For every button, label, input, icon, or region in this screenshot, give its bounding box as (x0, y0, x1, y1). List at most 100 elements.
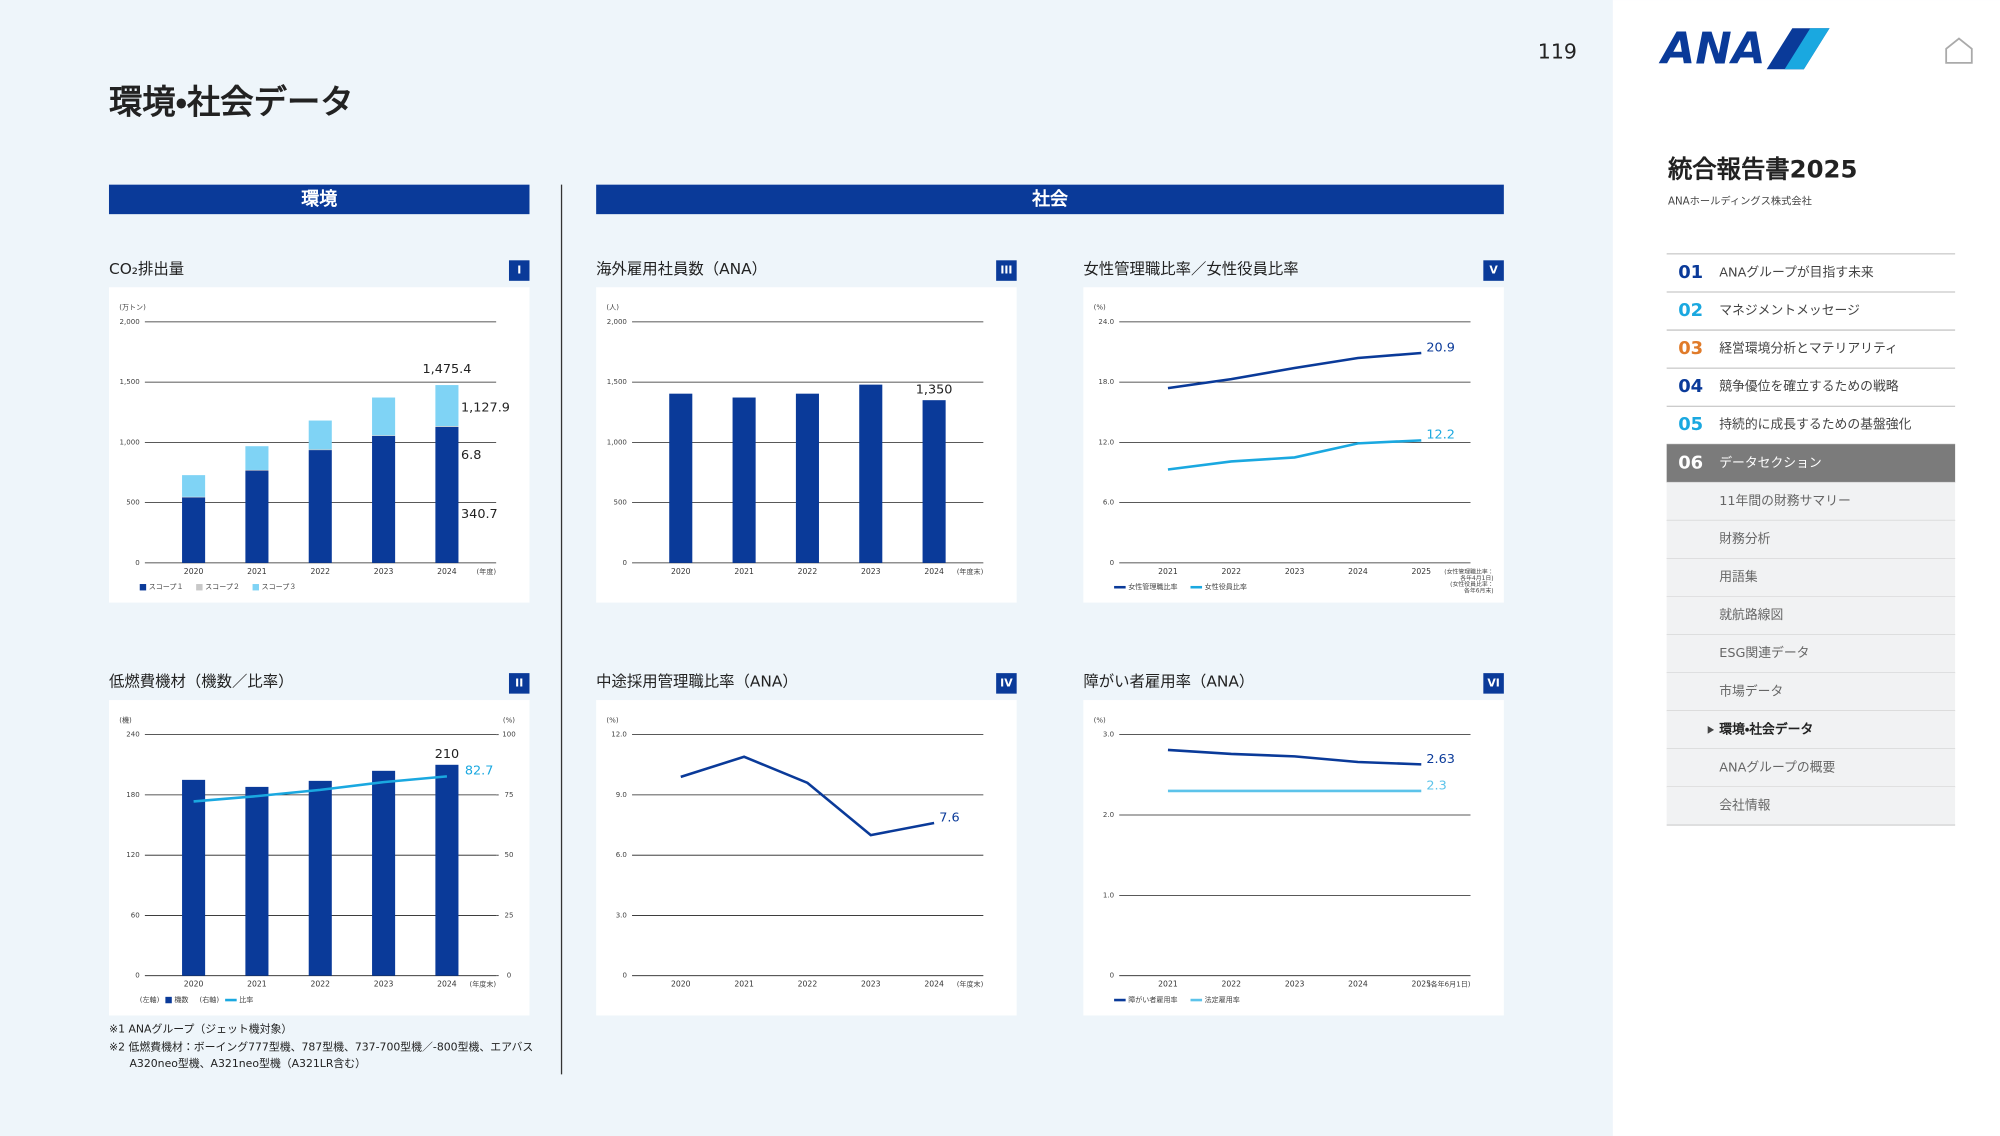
company-name: ANAホールディングス株式会社 (1668, 194, 1812, 207)
home-icon[interactable] (1945, 37, 1973, 64)
x-tick-label: 2021 (1158, 567, 1178, 576)
x-tick-label: 2025 (1411, 980, 1431, 989)
value-label: 7.6 (939, 810, 959, 825)
chart-title: 海外雇用社員数（ANA） (596, 260, 767, 278)
menu-label[interactable]: ANAグループが目指す未来 (1719, 265, 1874, 280)
legend-label: 機数 (174, 995, 188, 1004)
menu-number[interactable]: 04 (1678, 376, 1703, 397)
value-label: 12.2 (1426, 428, 1455, 443)
y-tick-label: 2,000 (607, 317, 628, 326)
submenu-label[interactable]: 用語集 (1719, 570, 1758, 585)
bar (245, 469, 269, 471)
chart-panel (1083, 700, 1504, 1016)
y-tick-label: 60 (131, 910, 140, 919)
chart-title: 女性管理職比率／女性役員比率 (1083, 260, 1298, 278)
bar (372, 435, 396, 436)
menu-number[interactable]: 05 (1678, 414, 1703, 435)
value-label: 1,350 (916, 382, 953, 397)
y-tick-label: 1.0 (1103, 890, 1115, 899)
menu-number[interactable]: 01 (1678, 262, 1703, 283)
y2-tick-label: 100 (502, 730, 516, 739)
x-tick-label: 2022 (310, 567, 330, 576)
bar (435, 385, 459, 427)
bar (182, 497, 206, 563)
submenu-label[interactable]: 11年間の財務サマリー (1719, 494, 1851, 509)
y-tick-label: 2,000 (120, 317, 141, 326)
y-tick-label: 24.0 (1098, 317, 1114, 326)
y-tick-label: 12.0 (611, 730, 627, 739)
y-tick-label: 180 (126, 790, 140, 799)
x-tick-label: 2023 (861, 567, 881, 576)
report-title: 統合報告書2025 (1667, 155, 1857, 184)
y-tick-label: 0 (622, 558, 627, 567)
footnote: ※1 ANAグループ（ジェット機対象） (109, 1022, 292, 1036)
section-bar (596, 184, 1504, 215)
y2-unit: (%) (503, 716, 515, 725)
submenu-label[interactable]: 会社情報 (1719, 799, 1770, 814)
x-tick-label: 2021 (734, 980, 754, 989)
value-label: 2.3 (1426, 778, 1446, 793)
x-tick-label: 2023 (1285, 980, 1305, 989)
value-label: 20.9 (1426, 340, 1455, 355)
x-unit: (女性役員比率： (1450, 580, 1493, 588)
submenu-label[interactable]: ESG関連データ (1719, 645, 1809, 661)
x-tick-label: 2025 (1411, 567, 1431, 576)
submenu-label[interactable]: 市場データ (1719, 683, 1783, 699)
x-tick-label: 2023 (374, 980, 394, 989)
y-tick-label: 0 (1110, 558, 1115, 567)
legend-label: 比率 (239, 995, 253, 1004)
y-tick-label: 18.0 (1098, 377, 1114, 386)
x-unit: (各年6月1日) (1428, 980, 1471, 989)
x-unit: (女性管理職比率： (1444, 567, 1493, 575)
submenu-label[interactable]: ANAグループの概要 (1719, 760, 1835, 775)
menu-label[interactable]: 競争優位を確立するための戦略 (1719, 379, 1899, 395)
menu-label[interactable]: データセクション (1719, 455, 1822, 471)
y2-tick-label: 50 (504, 850, 513, 859)
x-unit: (年度末) (957, 980, 984, 989)
x-tick-label: 2022 (798, 567, 818, 576)
bar (182, 779, 206, 976)
y-unit: (%) (606, 716, 618, 725)
bar (372, 435, 396, 563)
x-tick-label: 2024 (437, 980, 457, 989)
chart-title: 障がい者雇用率（ANA） (1083, 673, 1254, 691)
menu-number[interactable]: 06 (1678, 452, 1703, 473)
legend-label: 法定雇用率 (1205, 995, 1240, 1004)
bar (182, 475, 206, 497)
chart-panel (1083, 287, 1504, 603)
submenu-label[interactable]: 環境・社会データ (1719, 721, 1813, 737)
logo-stripe (1784, 28, 1830, 70)
y-tick-label: 500 (613, 498, 627, 507)
submenu-bg (1666, 596, 1956, 635)
badge-label: III (1000, 264, 1012, 277)
menu-number[interactable]: 02 (1678, 300, 1703, 321)
x-tick-label: 2022 (1221, 567, 1241, 576)
legend-swatch (165, 996, 172, 1004)
y-tick-label: 3.0 (616, 910, 628, 919)
chart-panel (596, 700, 1017, 1016)
bar (372, 397, 396, 436)
menu-label[interactable]: 持続的に成長するための基盤強化 (1719, 417, 1911, 433)
bar (732, 397, 756, 563)
menu-number[interactable]: 03 (1678, 338, 1703, 359)
bar (435, 764, 459, 976)
bar (308, 449, 332, 451)
legend-note: (左軸) (140, 995, 160, 1004)
badge (996, 673, 1017, 694)
line (680, 755, 935, 837)
value-label: 82.7 (465, 764, 494, 779)
page-number: 119 (1538, 40, 1577, 64)
submenu-label[interactable]: 就航路線図 (1719, 607, 1783, 623)
chart-title: 中途採用管理職比率（ANA） (596, 673, 798, 691)
submenu-bg (1666, 786, 1956, 826)
line (1167, 439, 1422, 471)
menu-label[interactable]: マネジメントメッセージ (1719, 304, 1860, 319)
logo: ANA (1659, 24, 1766, 74)
bar (435, 426, 459, 427)
bar (795, 393, 819, 563)
y-tick-label: 1,500 (607, 377, 628, 386)
line (1167, 351, 1422, 390)
menu-label[interactable]: 経営環境分析とマテリアリティ (1719, 342, 1898, 357)
submenu-label[interactable]: 財務分析 (1719, 532, 1770, 547)
